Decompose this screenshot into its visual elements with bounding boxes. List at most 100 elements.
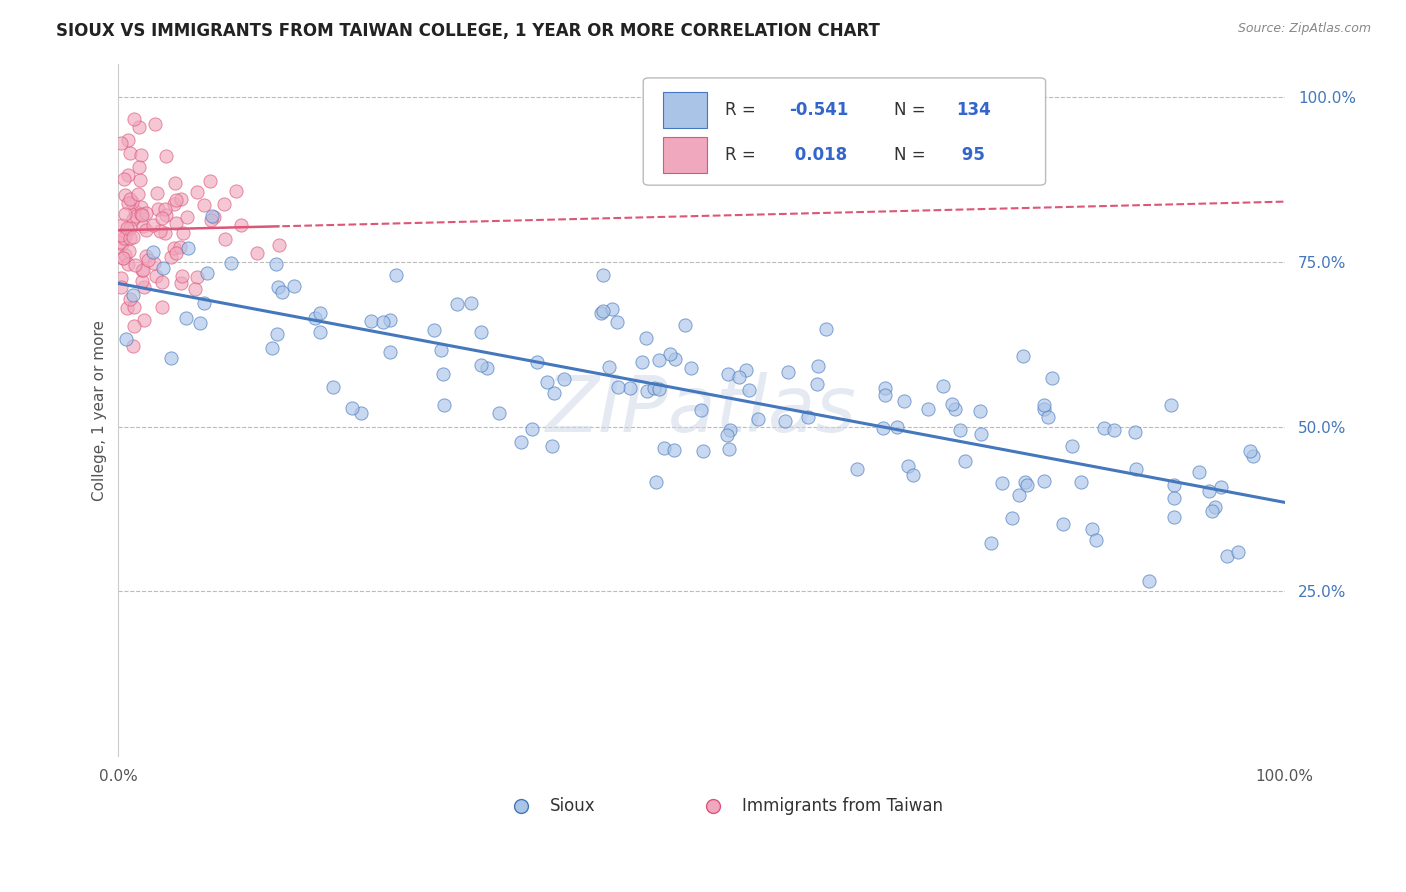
Point	[470, 325, 492, 339]
Point	[165, 215, 187, 229]
Point	[432, 367, 454, 381]
Point	[520, 422, 543, 436]
Point	[1014, 475, 1036, 489]
Point	[941, 397, 963, 411]
Point	[953, 454, 976, 468]
Point	[1188, 466, 1211, 480]
Point	[543, 385, 565, 400]
Point	[142, 218, 165, 232]
Point	[630, 355, 652, 369]
Text: ZIPatlas: ZIPatlas	[546, 372, 858, 448]
Point	[897, 459, 920, 474]
Point	[118, 231, 141, 245]
Point	[1163, 478, 1185, 492]
Point	[111, 251, 134, 265]
Point	[1052, 516, 1074, 531]
Point	[526, 355, 548, 369]
Point	[198, 174, 221, 188]
Point	[266, 326, 288, 341]
Point	[1227, 545, 1250, 559]
Point	[111, 218, 134, 232]
Point	[1033, 474, 1056, 488]
Point	[592, 304, 614, 318]
Point	[309, 306, 332, 320]
Point	[470, 358, 492, 372]
Point	[1092, 421, 1115, 435]
Point	[606, 315, 628, 329]
Point	[460, 295, 482, 310]
Point	[806, 377, 828, 392]
Point	[219, 256, 242, 270]
Point	[122, 112, 145, 127]
Point	[118, 244, 141, 258]
Point	[598, 360, 620, 375]
Point	[1211, 480, 1233, 494]
Point	[128, 160, 150, 174]
Point	[380, 345, 402, 359]
Point	[738, 384, 761, 398]
Point	[652, 441, 675, 455]
Point	[159, 250, 181, 264]
Point	[717, 367, 740, 381]
Point	[169, 240, 191, 254]
Point	[212, 197, 235, 211]
Point	[1001, 511, 1024, 525]
Point	[128, 120, 150, 135]
Point	[304, 311, 326, 326]
Point	[662, 442, 685, 457]
Point	[190, 316, 212, 330]
Point	[110, 235, 132, 249]
Point	[143, 117, 166, 131]
Y-axis label: College, 1 year or more: College, 1 year or more	[93, 319, 107, 500]
Point	[488, 406, 510, 420]
Point	[114, 248, 136, 262]
Point	[225, 185, 247, 199]
Point	[129, 172, 152, 186]
Point	[117, 220, 139, 235]
Point	[114, 207, 136, 221]
Point	[814, 322, 837, 336]
Point	[645, 475, 668, 489]
Point	[152, 260, 174, 275]
Point	[648, 353, 671, 368]
Point	[776, 365, 799, 379]
Point	[1198, 484, 1220, 499]
Point	[350, 406, 373, 420]
Point	[124, 204, 146, 219]
Point	[1201, 504, 1223, 518]
Point	[648, 383, 671, 397]
Point	[177, 241, 200, 255]
Point	[1032, 402, 1054, 417]
Point	[932, 379, 955, 393]
Point	[145, 268, 167, 283]
Point	[747, 412, 769, 426]
Point	[111, 236, 134, 251]
Point	[134, 280, 156, 294]
Point	[150, 276, 173, 290]
Point	[1033, 398, 1056, 412]
Point	[658, 347, 681, 361]
Point	[155, 208, 177, 222]
Point	[873, 381, 896, 395]
Point	[145, 186, 167, 200]
Point	[797, 409, 820, 424]
Point	[1123, 425, 1146, 440]
Point	[115, 301, 138, 315]
Point	[146, 202, 169, 216]
Point	[125, 209, 148, 223]
Point	[643, 381, 665, 395]
Point	[1163, 491, 1185, 505]
Point	[114, 187, 136, 202]
Point	[131, 275, 153, 289]
Text: -0.541: -0.541	[789, 102, 848, 120]
Point	[200, 212, 222, 227]
Point	[110, 136, 132, 150]
Point	[1017, 478, 1039, 492]
Point	[1239, 443, 1261, 458]
Point	[1084, 533, 1107, 548]
Point	[342, 401, 364, 416]
Point	[423, 323, 446, 337]
Point	[122, 212, 145, 227]
Point	[153, 202, 176, 216]
Point	[110, 271, 132, 285]
